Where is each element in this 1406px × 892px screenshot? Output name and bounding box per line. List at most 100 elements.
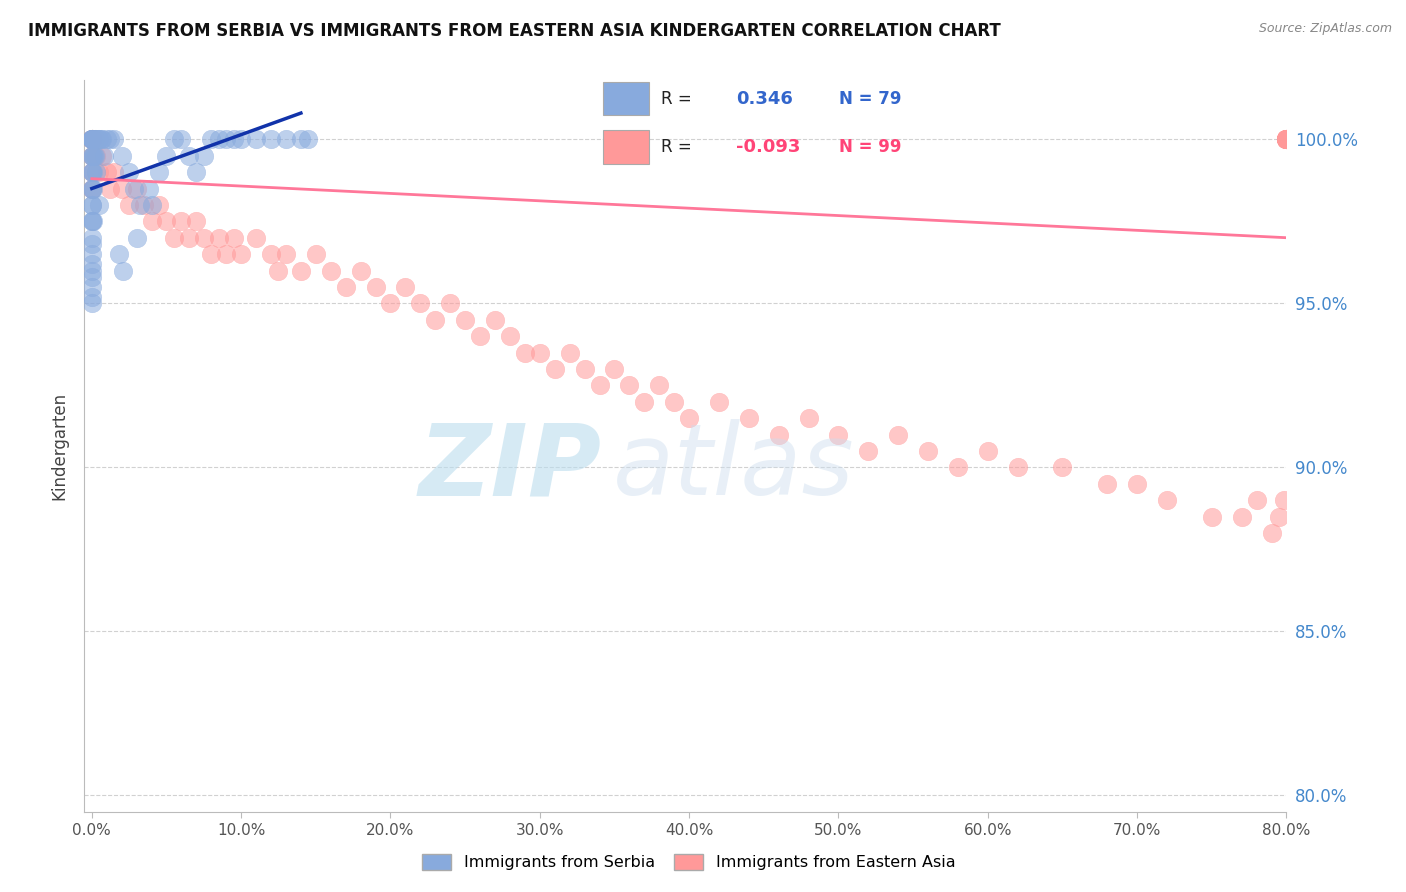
Point <box>118 165 141 179</box>
Point <box>138 181 160 195</box>
Point <box>468 329 491 343</box>
Point <box>80 132 103 146</box>
Point <box>1272 493 1295 508</box>
Point <box>193 231 215 245</box>
Point <box>499 329 522 343</box>
Point <box>163 132 186 146</box>
Point <box>80 132 103 146</box>
Point <box>82 132 104 146</box>
Point <box>1260 525 1282 540</box>
Text: N = 79: N = 79 <box>839 89 901 108</box>
Point <box>319 263 342 277</box>
Point <box>349 263 371 277</box>
Point <box>80 132 103 146</box>
Point <box>83 149 105 163</box>
Point <box>1007 460 1029 475</box>
Point <box>827 427 849 442</box>
Point <box>208 132 231 146</box>
Point <box>128 198 150 212</box>
Legend: Immigrants from Serbia, Immigrants from Eastern Asia: Immigrants from Serbia, Immigrants from … <box>416 847 962 877</box>
Point <box>82 132 104 146</box>
Point <box>83 132 105 146</box>
Point <box>89 132 111 146</box>
Point <box>155 149 177 163</box>
Point <box>80 247 103 261</box>
Point <box>1268 509 1291 524</box>
Point <box>267 263 290 277</box>
Point <box>80 165 103 179</box>
Point <box>544 362 567 376</box>
Point <box>858 444 880 458</box>
Point <box>132 198 155 212</box>
Point <box>529 345 551 359</box>
Point <box>186 214 208 228</box>
Point <box>1275 132 1298 146</box>
Text: R =: R = <box>661 89 702 108</box>
Point <box>1275 132 1298 146</box>
Point <box>297 132 319 146</box>
Point <box>80 132 103 146</box>
Point <box>80 198 103 212</box>
Point <box>1275 132 1298 146</box>
Point <box>80 270 103 285</box>
Point <box>1126 476 1149 491</box>
Point <box>80 214 103 228</box>
Point <box>193 149 215 163</box>
Point <box>678 411 700 425</box>
Point <box>155 214 177 228</box>
Point <box>260 132 283 146</box>
Point <box>231 247 253 261</box>
Point <box>89 198 111 212</box>
Point <box>274 247 297 261</box>
Text: Source: ZipAtlas.com: Source: ZipAtlas.com <box>1258 22 1392 36</box>
Point <box>1275 132 1298 146</box>
Point <box>80 181 103 195</box>
Point <box>1201 509 1223 524</box>
Point <box>87 132 110 146</box>
Point <box>125 181 148 195</box>
FancyBboxPatch shape <box>603 130 648 163</box>
Point <box>707 394 730 409</box>
Point <box>118 198 141 212</box>
Point <box>96 132 118 146</box>
Point <box>1275 132 1298 146</box>
Point <box>1275 132 1298 146</box>
Point <box>84 165 107 179</box>
Point <box>141 198 163 212</box>
Text: N = 99: N = 99 <box>839 137 901 156</box>
Point <box>80 132 103 146</box>
Point <box>177 231 200 245</box>
Point <box>80 132 103 146</box>
Point <box>484 312 506 326</box>
Point <box>80 132 103 146</box>
Point <box>1156 493 1178 508</box>
Point <box>107 247 129 261</box>
Point <box>80 132 103 146</box>
Point <box>335 280 357 294</box>
FancyBboxPatch shape <box>603 82 648 115</box>
Point <box>409 296 432 310</box>
Point <box>1275 132 1298 146</box>
Point <box>82 165 104 179</box>
Text: 0.346: 0.346 <box>735 89 793 108</box>
Point <box>96 165 118 179</box>
Point <box>170 132 193 146</box>
Point <box>80 290 103 304</box>
Point <box>80 263 103 277</box>
Point <box>215 247 238 261</box>
Point <box>1275 132 1298 146</box>
Point <box>797 411 820 425</box>
Point <box>200 132 222 146</box>
Point <box>290 263 312 277</box>
Point <box>103 165 125 179</box>
Point <box>1275 132 1298 146</box>
Text: -0.093: -0.093 <box>735 137 800 156</box>
Point <box>80 257 103 271</box>
Point <box>80 149 103 163</box>
Point <box>80 181 103 195</box>
Point <box>454 312 477 326</box>
Point <box>90 132 112 146</box>
Point <box>98 181 121 195</box>
Point <box>260 247 283 261</box>
Point <box>80 132 103 146</box>
